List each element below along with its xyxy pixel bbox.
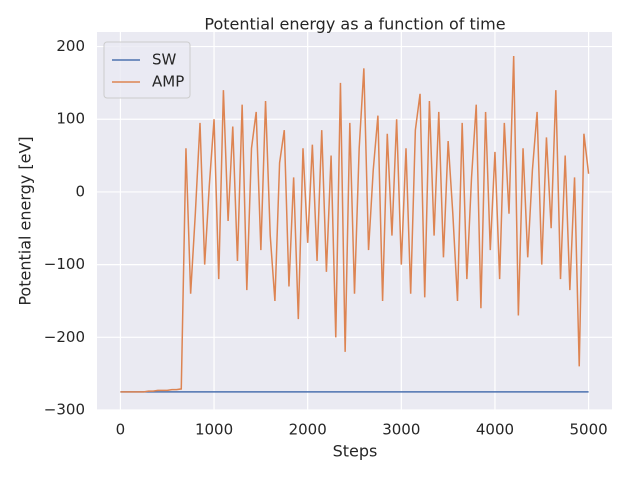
series-line — [120, 55, 590, 393]
x-axis-label: Steps — [333, 442, 378, 461]
chart-title: Potential energy as a function of time — [204, 15, 505, 34]
x-tick-label: 4000 — [476, 421, 514, 439]
x-tick-label: 1000 — [195, 421, 233, 439]
x-tick-label: 2000 — [289, 421, 327, 439]
y-tick-label: 200 — [56, 37, 85, 55]
x-tick-label: 5000 — [569, 421, 607, 439]
y-tick-label: 0 — [75, 182, 85, 200]
y-tick-label: 100 — [56, 110, 85, 128]
x-tick-label: 3000 — [382, 421, 420, 439]
y-tick-label: −200 — [44, 328, 85, 346]
legend-box — [103, 41, 191, 99]
x-tick-label: 0 — [116, 421, 126, 439]
legend-label: AMP — [152, 73, 184, 91]
y-axis-label: Potential energy [eV] — [16, 136, 35, 305]
y-tick-label: −300 — [44, 401, 85, 419]
legend-label: SW — [152, 51, 177, 69]
y-tick-label: −100 — [44, 255, 85, 273]
